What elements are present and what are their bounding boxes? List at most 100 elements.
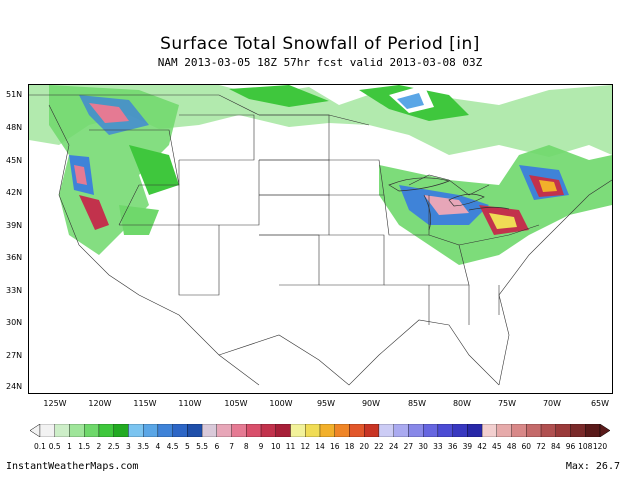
snow-region-west: [49, 85, 179, 255]
colorbar-cell: [452, 424, 468, 437]
colorbar-cell: [246, 424, 262, 437]
lon-label: 80W: [452, 399, 472, 408]
lon-label: 100W: [269, 399, 293, 408]
colorbar-tick-label: 5.5: [196, 442, 209, 451]
colorbar-cell: [496, 424, 512, 437]
lon-label: 75W: [497, 399, 517, 408]
lat-label: 33N: [6, 286, 23, 295]
colorbar-cell: [305, 424, 321, 437]
lat-label: 24N: [6, 382, 23, 391]
colorbar-tick-label: 11: [285, 442, 296, 451]
colorbar-ticks: 0.1 0.5 1 1.5 2 2.5 3 3.5 4 4.5 5 5.5 6 7 8 9 10 11 12 14 16…: [30, 442, 610, 452]
colorbar-cell: [526, 424, 542, 437]
colorbar-cell: [54, 424, 70, 437]
lon-label: 105W: [224, 399, 248, 408]
colorbar-tick-label: 96: [565, 442, 576, 451]
colorbar-cell: [69, 424, 85, 437]
colorbar-tick-label: 36: [447, 442, 458, 451]
colorbar-tick-label: 20: [359, 442, 369, 451]
colorbar-cell: [128, 424, 144, 437]
lon-label: 65W: [590, 399, 610, 408]
map-title: Surface Total Snowfall of Period [in]: [160, 34, 480, 54]
colorbar-tick-label: 0.5: [48, 442, 61, 451]
colorbar-cell: [555, 424, 571, 437]
lat-label: 39N: [6, 221, 23, 230]
colorbar-cell: [319, 424, 335, 437]
boundaries: [29, 94, 612, 386]
colorbar-cell: [349, 424, 365, 437]
colorbar-tick-label: 72: [536, 442, 546, 451]
colorbar-tick-label: 16: [329, 442, 340, 451]
colorbar-cell: [467, 424, 483, 437]
snow-region-north: [29, 85, 612, 157]
colorbar-cell: [585, 424, 601, 437]
colorbar-tick-label: 4.5: [166, 442, 179, 451]
colorbar-tick-label: 3.5: [137, 442, 150, 451]
colorbar-tick-label: 2.5: [107, 442, 120, 451]
site-credit: InstantWeatherMaps.com: [6, 461, 139, 472]
colorbar-cell: [408, 424, 424, 437]
lat-label: 48N: [6, 123, 23, 132]
colorbar-tick-label: 12: [300, 442, 311, 451]
max-value: Max: 26.7: [565, 461, 620, 472]
colorbar-tick-label: 27: [403, 442, 414, 451]
colorbar-cell: [290, 424, 306, 437]
snowfall-shading: [29, 85, 612, 265]
colorbar-cell: [423, 424, 439, 437]
colorbar-cell: [511, 424, 527, 437]
colorbar-tick-label: 0.1: [34, 442, 46, 451]
colorbar-cell: [187, 424, 203, 437]
colorbar-tick-label: 1: [67, 442, 72, 451]
colorbar-cell: [98, 424, 114, 437]
colorbar-tick-label: 6: [214, 442, 220, 451]
colorbar-cell: [84, 424, 100, 437]
map-frame: [28, 84, 613, 394]
colorbar-cell: [216, 424, 232, 437]
lat-label: 27N: [6, 351, 23, 360]
colorbar-cell: [437, 424, 453, 437]
lon-label: 115W: [133, 399, 157, 408]
colorbar-cell: [39, 424, 55, 437]
colorbar-arrow-right: [599, 424, 610, 437]
colorbar-cell: [201, 424, 217, 437]
colorbar-tick-label: 108: [578, 442, 593, 451]
lon-label: 125W: [43, 399, 67, 408]
colorbar-cell: [113, 424, 129, 437]
colorbar-cell: [143, 424, 159, 437]
colorbar-tick-label: 3: [126, 442, 131, 451]
lat-label: 30N: [6, 318, 23, 327]
colorbar-tick-label: 84: [551, 442, 561, 451]
lon-label: 110W: [178, 399, 202, 408]
colorbar-cell: [157, 424, 173, 437]
colorbar-cell: [378, 424, 394, 437]
colorbar-cell: [570, 424, 586, 437]
colorbar-tick-label: 4: [155, 442, 161, 451]
lon-label: 120W: [88, 399, 112, 408]
colorbar-cell: [481, 424, 497, 437]
colorbar-tick-label: 48: [506, 442, 517, 451]
colorbar-cell: [540, 424, 556, 437]
colorbar-tick-label: 9: [258, 442, 264, 451]
colorbar-cell: [172, 424, 188, 437]
colorbar-cell: [364, 424, 380, 437]
colorbar-arrow-left: [30, 424, 41, 437]
lat-label: 42N: [6, 188, 23, 197]
colorbar-tick-label: 30: [418, 442, 428, 451]
colorbar-tick-label: 22: [374, 442, 384, 451]
colorbar-cell: [275, 424, 291, 437]
colorbar-tick-label: 10: [271, 442, 281, 451]
colorbar-tick-label: 42: [477, 442, 487, 451]
lat-label: 45N: [6, 156, 23, 165]
map-subtitle: NAM 2013-03-05 18Z 57hr fcst valid 2013-…: [157, 56, 483, 69]
colorbar-tick-label: 2: [96, 442, 102, 451]
colorbar-tick-label: 45: [492, 442, 502, 451]
lat-label: 36N: [6, 253, 23, 262]
snowfall-map: [29, 85, 612, 386]
colorbar-tick-label: 5: [184, 442, 190, 451]
colorbar: [30, 424, 610, 437]
colorbar-tick-label: 24: [388, 442, 399, 451]
colorbar-tick-label: 39: [462, 442, 473, 451]
colorbar-tick-label: 7: [229, 442, 234, 451]
lon-label: 85W: [407, 399, 427, 408]
colorbar-cell: [231, 424, 247, 437]
